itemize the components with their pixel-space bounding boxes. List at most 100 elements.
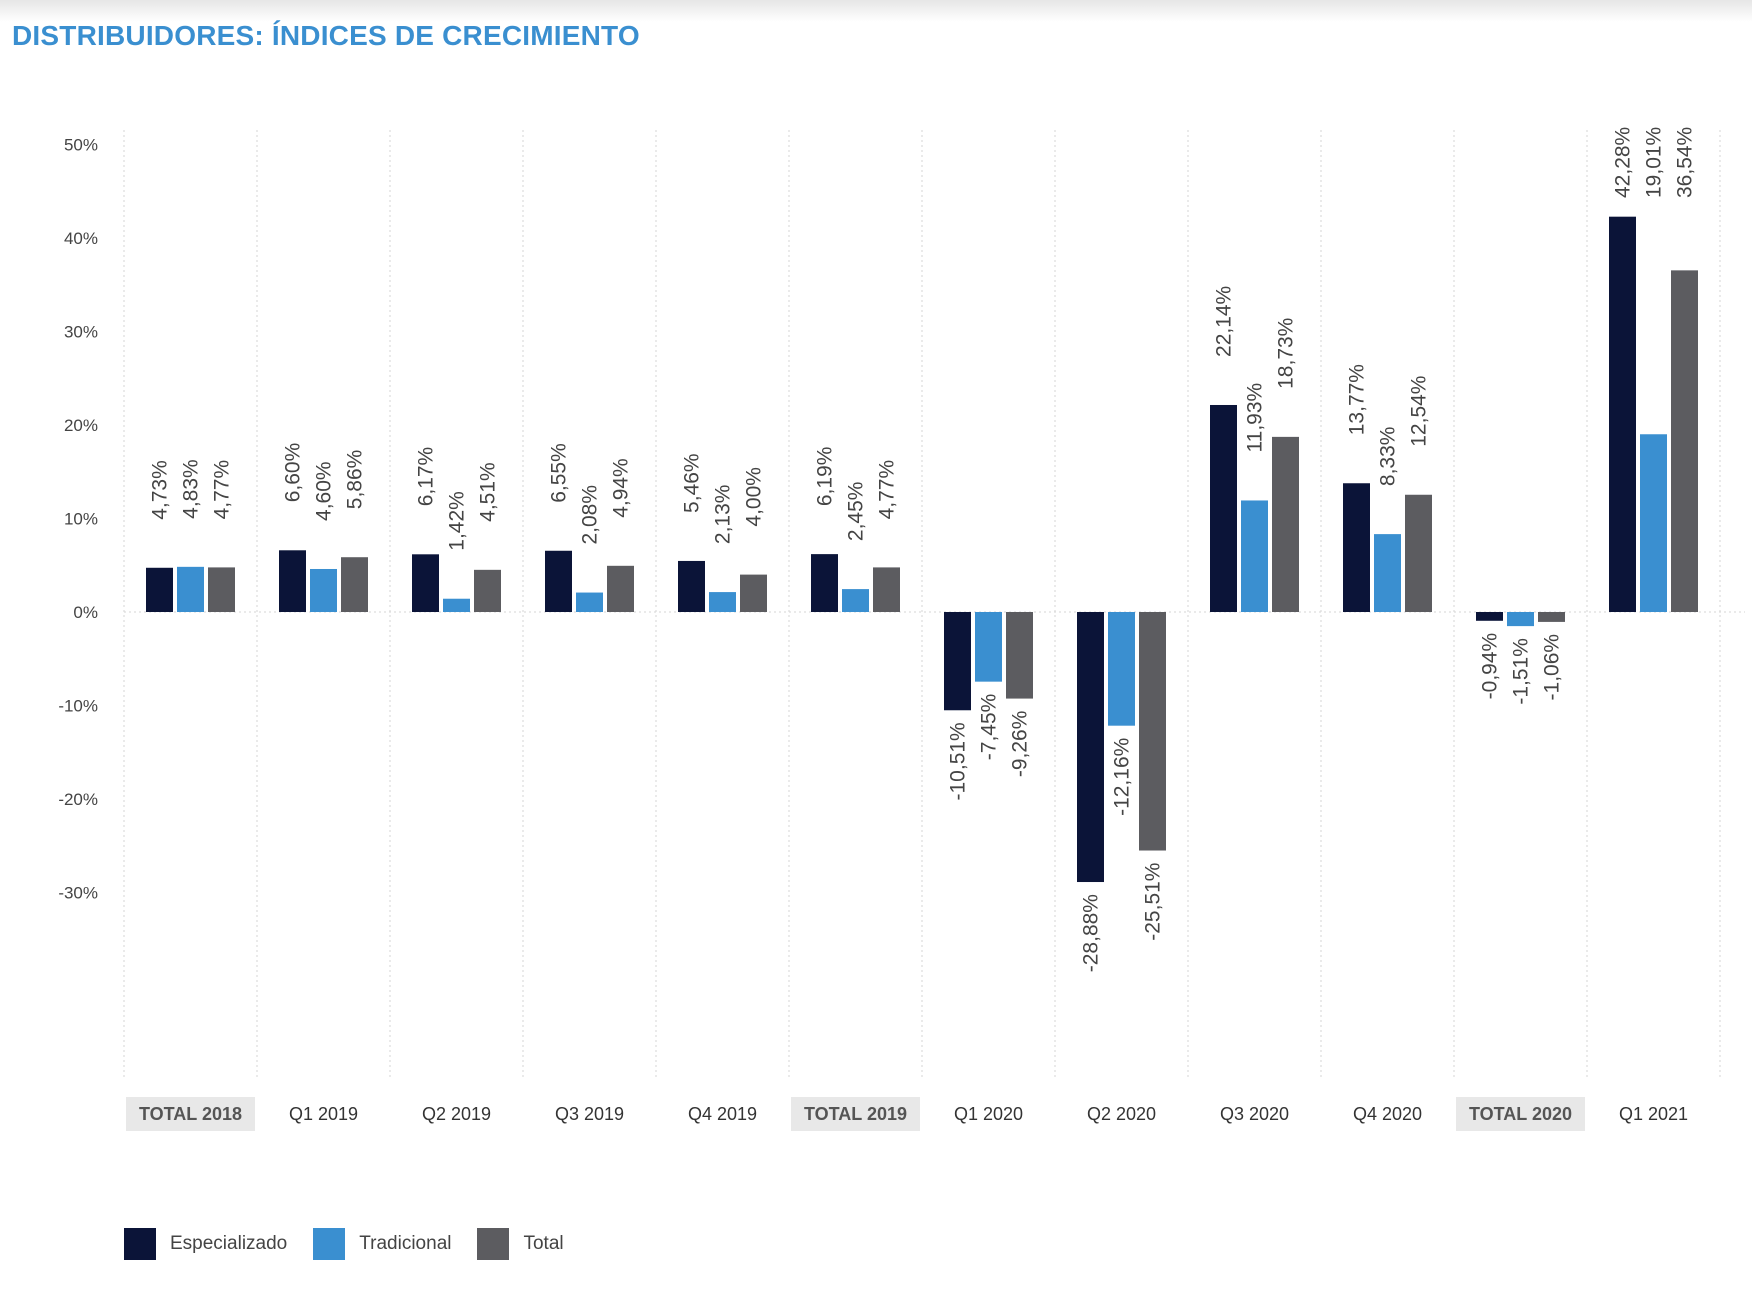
data-label: 4,60% xyxy=(313,461,336,521)
bar xyxy=(873,567,900,612)
x-tick-label: TOTAL 2020 xyxy=(1469,1104,1572,1124)
data-label: 19,01% xyxy=(1643,127,1666,198)
bar xyxy=(545,550,572,612)
bar xyxy=(576,592,603,612)
data-label: -7,45% xyxy=(978,694,1001,761)
data-label: 4,73% xyxy=(149,460,172,520)
bar xyxy=(146,567,173,612)
data-label: 2,45% xyxy=(845,482,868,542)
data-label: 36,54% xyxy=(1674,127,1697,198)
y-tick-label: 20% xyxy=(64,416,98,435)
data-label: -28,88% xyxy=(1080,894,1103,972)
data-label: -1,51% xyxy=(1510,638,1533,705)
bar xyxy=(1538,612,1565,622)
legend-label-tradicional: Tradicional xyxy=(359,1233,452,1254)
bar xyxy=(279,550,306,612)
data-label: -0,94% xyxy=(1479,633,1502,700)
bar xyxy=(1006,612,1033,699)
legend-item-total: Total xyxy=(477,1228,564,1260)
data-label: 4,51% xyxy=(477,462,500,522)
legend-swatch-total xyxy=(477,1228,510,1260)
y-tick-label: 40% xyxy=(64,229,98,248)
bar xyxy=(1343,483,1370,612)
x-tick-label: TOTAL 2019 xyxy=(804,1104,907,1124)
data-label: 4,77% xyxy=(876,460,899,520)
y-tick-label: 10% xyxy=(64,510,98,529)
bar xyxy=(177,566,204,612)
y-tick-label: 50% xyxy=(64,136,98,155)
y-tick-label: -30% xyxy=(58,884,98,903)
data-label: 4,00% xyxy=(743,467,766,527)
bar xyxy=(1374,534,1401,612)
bar xyxy=(842,589,869,612)
data-label: -1,06% xyxy=(1541,634,1564,701)
bar xyxy=(944,612,971,711)
bar xyxy=(1108,612,1135,726)
data-label: 42,28% xyxy=(1612,127,1635,198)
legend-label-total: Total xyxy=(523,1233,564,1254)
bar xyxy=(740,574,767,612)
bar xyxy=(1507,612,1534,627)
bar xyxy=(1405,494,1432,612)
bar xyxy=(443,598,470,612)
data-label: 11,93% xyxy=(1244,383,1267,453)
data-label: 6,17% xyxy=(415,447,438,507)
data-label: 5,86% xyxy=(344,450,367,510)
data-label: -9,26% xyxy=(1009,711,1032,778)
x-tick-label: Q4 2019 xyxy=(688,1104,757,1124)
y-tick-label: -20% xyxy=(58,790,98,809)
legend-item-tradicional: Tradicional xyxy=(313,1228,451,1260)
bar xyxy=(1272,436,1299,612)
data-label: 22,14% xyxy=(1213,286,1236,357)
x-tick-label: Q2 2020 xyxy=(1087,1104,1156,1124)
bar xyxy=(310,568,337,612)
data-label: -12,16% xyxy=(1111,738,1134,816)
data-label: 4,83% xyxy=(180,459,203,519)
data-label: 12,54% xyxy=(1408,376,1431,447)
x-tick-label: Q3 2020 xyxy=(1220,1104,1289,1124)
y-tick-label: 0% xyxy=(73,603,98,622)
category-highlight xyxy=(791,1097,920,1131)
bar xyxy=(975,612,1002,682)
data-label: 6,55% xyxy=(548,443,571,503)
data-label: -10,51% xyxy=(947,722,970,800)
legend-swatch-especializado xyxy=(124,1228,156,1260)
data-label: 6,19% xyxy=(814,447,837,507)
data-label: 5,46% xyxy=(681,453,704,513)
legend: Especializado Tradicional Total xyxy=(124,1228,590,1260)
x-tick-label: Q3 2019 xyxy=(555,1104,624,1124)
x-tick-label: Q4 2020 xyxy=(1353,1104,1422,1124)
x-tick-label: Q2 2019 xyxy=(422,1104,491,1124)
bar xyxy=(341,557,368,612)
data-label: 4,94% xyxy=(610,458,633,518)
top-shadow xyxy=(0,0,1752,22)
x-tick-label: Q1 2019 xyxy=(289,1104,358,1124)
data-label: 1,42% xyxy=(446,491,469,551)
legend-item-especializado: Especializado xyxy=(124,1228,287,1260)
bar xyxy=(1139,612,1166,851)
category-highlight xyxy=(126,1097,255,1131)
data-label: 13,77% xyxy=(1346,364,1369,435)
bar xyxy=(709,592,736,612)
data-label: 2,08% xyxy=(579,485,602,545)
data-label: 2,13% xyxy=(712,485,735,545)
y-tick-label: -10% xyxy=(58,697,98,716)
x-tick-label: TOTAL 2018 xyxy=(139,1104,242,1124)
x-tick-label: Q1 2020 xyxy=(954,1104,1023,1124)
bar xyxy=(1476,612,1503,621)
bar xyxy=(1241,500,1268,612)
data-label: 6,60% xyxy=(282,443,305,503)
y-tick-label: 30% xyxy=(64,323,98,342)
bar xyxy=(1609,216,1636,612)
bar xyxy=(607,565,634,612)
bar xyxy=(1210,404,1237,612)
bar xyxy=(1671,270,1698,612)
bar xyxy=(474,569,501,612)
bar xyxy=(208,567,235,612)
data-label: 4,77% xyxy=(211,460,234,520)
data-label: -25,51% xyxy=(1142,863,1165,941)
data-label: 18,73% xyxy=(1275,318,1298,389)
legend-label-especializado: Especializado xyxy=(170,1233,288,1254)
category-highlight xyxy=(1456,1097,1585,1131)
